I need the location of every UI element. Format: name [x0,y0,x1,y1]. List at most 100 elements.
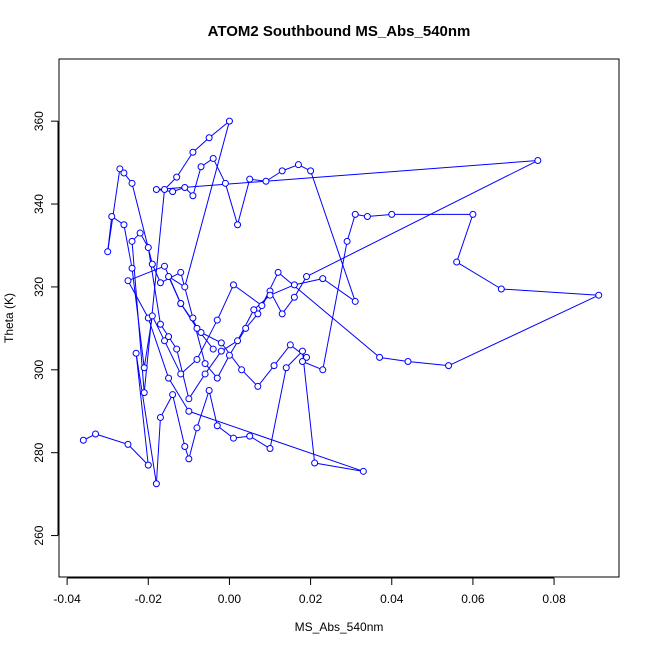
data-point [144,461,152,469]
data-point [595,291,603,299]
series-segment [147,317,170,379]
series-segment [237,179,251,225]
data-point [213,316,221,324]
data-point [213,374,221,382]
x-tick-label: 0.02 [299,592,323,606]
data-point [290,293,298,301]
data-point [298,347,306,355]
series-segment [127,265,165,282]
data-point [169,188,177,196]
data-point [165,273,173,281]
data-point [319,275,327,283]
series-segment [310,170,356,302]
data-point [181,283,189,291]
data-point [128,264,136,272]
x-tick-label: 0.06 [461,592,485,606]
data-point [144,244,152,252]
data-point [165,333,173,341]
series-segment [269,284,295,296]
data-point [189,314,197,322]
series-segment [127,280,149,319]
data-point [445,362,453,370]
series-segment [322,241,348,370]
data-point [453,258,461,266]
series-segment [257,365,275,387]
data-point [156,320,164,328]
data-point [185,395,193,403]
series-segment [448,294,599,367]
series-segment [212,158,226,184]
data-point [319,366,327,374]
data-point [181,183,189,191]
series-segment [155,417,161,484]
series-segment [143,189,166,393]
data-point [298,358,306,366]
data-point [148,312,156,320]
series-segment [233,284,263,306]
data-point [120,221,128,229]
x-tick-label: -0.04 [53,592,81,606]
series-segment [302,361,323,371]
series-segment [188,373,206,400]
series-segment [147,247,161,325]
data-point [404,358,412,366]
series-segment [135,353,157,484]
data-point [351,210,359,218]
data-point [311,459,319,467]
data-point [238,366,246,374]
data-point [92,430,100,438]
series-segment [123,224,133,269]
data-point [497,285,505,293]
series-segment [107,168,121,252]
series-segment [160,394,174,418]
data-point [124,277,132,285]
data-point [189,148,197,156]
data-point [193,324,201,332]
data-point [209,345,217,353]
data-point [213,422,221,430]
data-point [161,262,169,270]
data-point [152,480,160,488]
data-point [266,445,274,453]
data-point [221,179,229,187]
series-segment [273,344,291,366]
y-tick-label: 340 [32,194,46,214]
y-axis: 260 280 300 320 340 360 [32,111,59,546]
series-segment [456,261,502,290]
data-point [250,306,258,314]
series-segment [184,121,230,288]
data-point [197,163,205,171]
series-segment [208,390,218,426]
data-point [294,161,302,169]
data-point [290,281,298,289]
data-point [152,186,160,194]
series-segment [379,356,409,363]
series-segment [180,272,194,319]
data-point [278,310,286,318]
data-point [262,177,270,185]
series-segment [208,120,230,139]
data-point [286,341,294,349]
data-point [274,268,282,276]
series-segment [196,319,218,360]
data-point [181,442,189,450]
series-segment [176,151,194,178]
series-segment [135,353,149,466]
data-point [136,229,144,237]
data-point [303,273,311,281]
x-tick-label: 0.08 [542,592,566,606]
data-series [79,117,603,488]
data-point [116,165,124,173]
y-tick-label: 360 [32,111,46,131]
x-axis: -0.04 -0.02 0.00 0.02 0.04 0.06 0.08 [53,577,566,606]
series-segment [188,410,364,472]
series-segment [164,340,182,375]
series-segment [216,284,234,321]
data-point [469,210,477,218]
data-point [173,345,181,353]
series-segment [301,351,316,464]
series-segment [346,214,356,242]
x-axis-label: MS_Abs_540nm [295,620,384,634]
data-point [185,455,193,463]
